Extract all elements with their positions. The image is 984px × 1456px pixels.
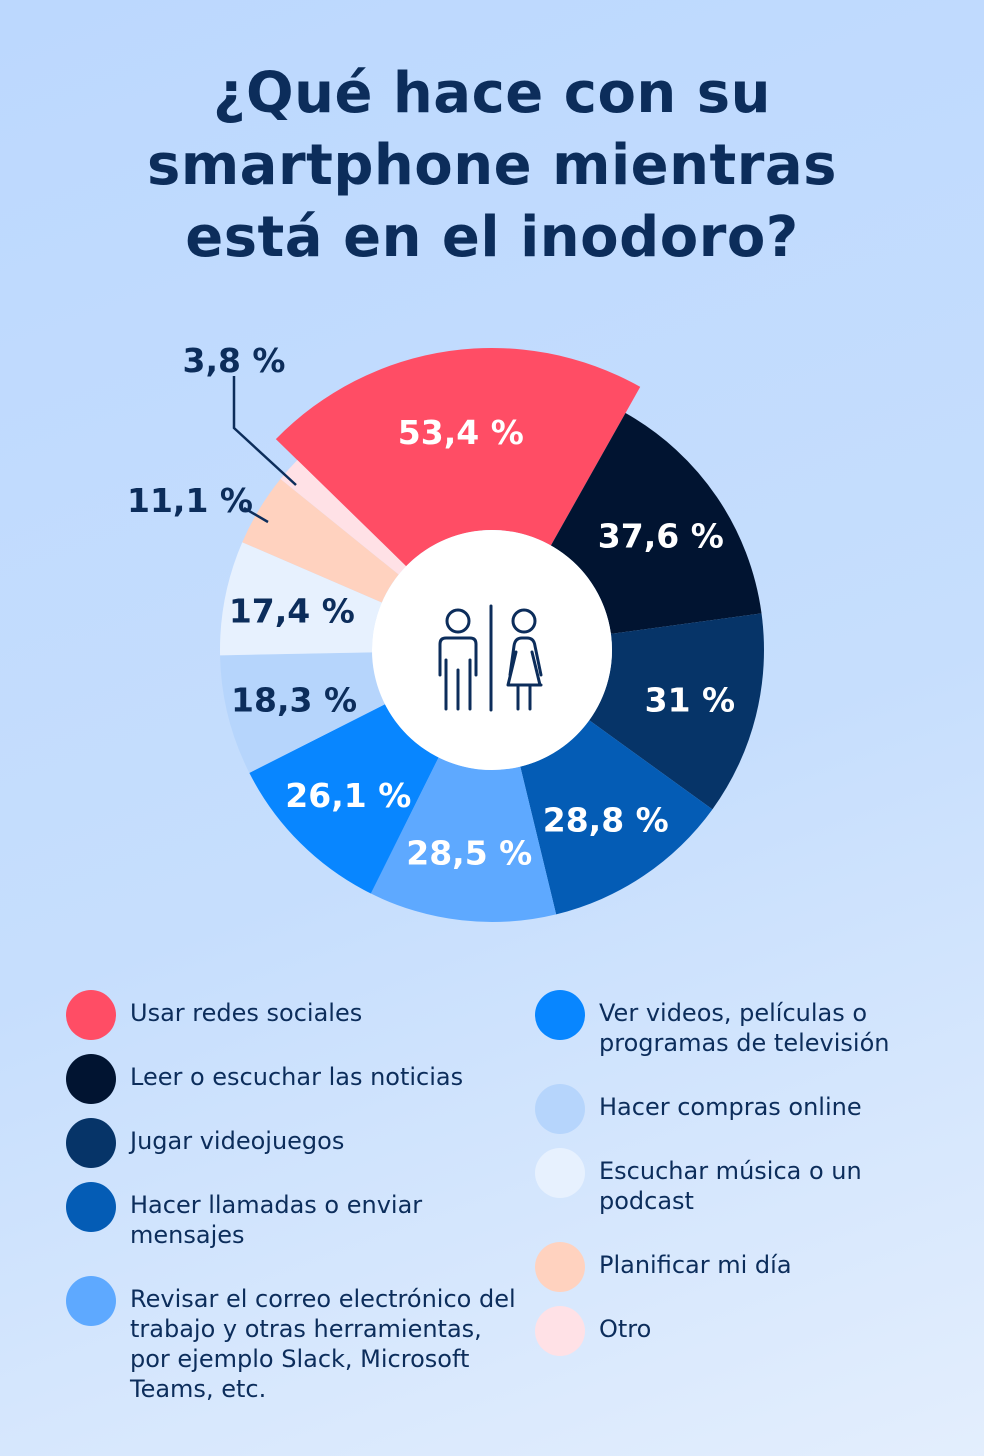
legend-label: Jugar videojuegos [130, 1127, 345, 1155]
leader-line [232, 376, 297, 486]
legend-item: Ver videos, películas o programas de tel… [535, 990, 955, 1084]
slice-label: 28,5 % [406, 834, 532, 873]
restroom-icon [438, 604, 543, 712]
title-line: smartphone mientras [146, 133, 838, 198]
slice-5 [249, 704, 439, 894]
legend-label: Revisar el correo electrónico del trabaj… [130, 1285, 516, 1403]
legend-label: Hacer compras online [599, 1093, 862, 1121]
slice-label: 31 % [645, 681, 735, 720]
slice-label: 28,8 % [543, 800, 669, 839]
legend-item: Escuchar música o un podcast [535, 1148, 955, 1242]
slice-1 [550, 413, 762, 634]
title-line: ¿Qué hace con su [213, 61, 771, 126]
legend-right: Ver videos, películas o programas de tel… [535, 990, 955, 1356]
slice-8 [242, 478, 399, 603]
donut-chart: 53,4 % 37,6 % 31 % 28,8 % 28,5 % 26,1 % 18,3 %… [127, 341, 764, 922]
slice-0 [275, 348, 641, 567]
slice-7 [219, 542, 382, 656]
legend-left: Usar redes sociales Leer o escuchar las n… [66, 990, 516, 1404]
slice-2 [589, 613, 764, 810]
legend-swatch [535, 990, 585, 1040]
slice-label: 26,1 % [285, 776, 411, 815]
legend-label: Ver videos, películas o programas de tel… [599, 999, 890, 1057]
leader-line [243, 506, 269, 524]
legend-item: Planificar mi día [535, 1242, 955, 1306]
slice-label: 37,6 % [598, 516, 724, 555]
legend-swatch [66, 1182, 116, 1232]
slice-label: 18,3 % [231, 680, 357, 719]
legend-swatch [66, 1118, 116, 1168]
legend-label: Leer o escuchar las noticias [130, 1063, 464, 1091]
slice-6 [220, 652, 385, 773]
legend-swatch [535, 1306, 585, 1356]
legend-swatch [66, 1054, 116, 1104]
legend-swatch [535, 1242, 585, 1292]
legend-label: Usar redes sociales [130, 999, 363, 1027]
legend-swatch [535, 1084, 585, 1134]
slice-4 [370, 757, 557, 922]
title-line: está en el inodoro? [185, 205, 799, 270]
legend-label: Hacer llamadas o enviar mensajes [130, 1191, 423, 1249]
slice-label: 3,8 % [182, 341, 285, 380]
legend-swatch [66, 990, 116, 1040]
legend-label: Planificar mi día [599, 1251, 792, 1279]
legend-item: Otro [535, 1306, 955, 1356]
slice-label: 17,4 % [229, 592, 355, 631]
legend-item: Hacer llamadas o enviar mensajes [66, 1182, 516, 1276]
legend-label: Otro [599, 1315, 652, 1343]
legend-swatch [66, 1276, 116, 1326]
legend-item: Jugar videojuegos [66, 1118, 516, 1182]
legend-item: Usar redes sociales [66, 990, 516, 1054]
legend-item: Leer o escuchar las noticias [66, 1054, 516, 1118]
slice-9 [280, 460, 407, 575]
legend-item: Revisar el correo electrónico del trabaj… [66, 1276, 516, 1404]
legend-item: Hacer compras online [535, 1084, 955, 1148]
slice-3 [520, 720, 713, 915]
slice-label: 11,1 % [127, 481, 253, 520]
slice-label: 53,4 % [398, 413, 524, 452]
page-title: ¿Qué hace con su smartphone mientras est… [0, 58, 984, 274]
legend-swatch [535, 1148, 585, 1198]
legend-label: Escuchar música o un podcast [599, 1157, 862, 1215]
